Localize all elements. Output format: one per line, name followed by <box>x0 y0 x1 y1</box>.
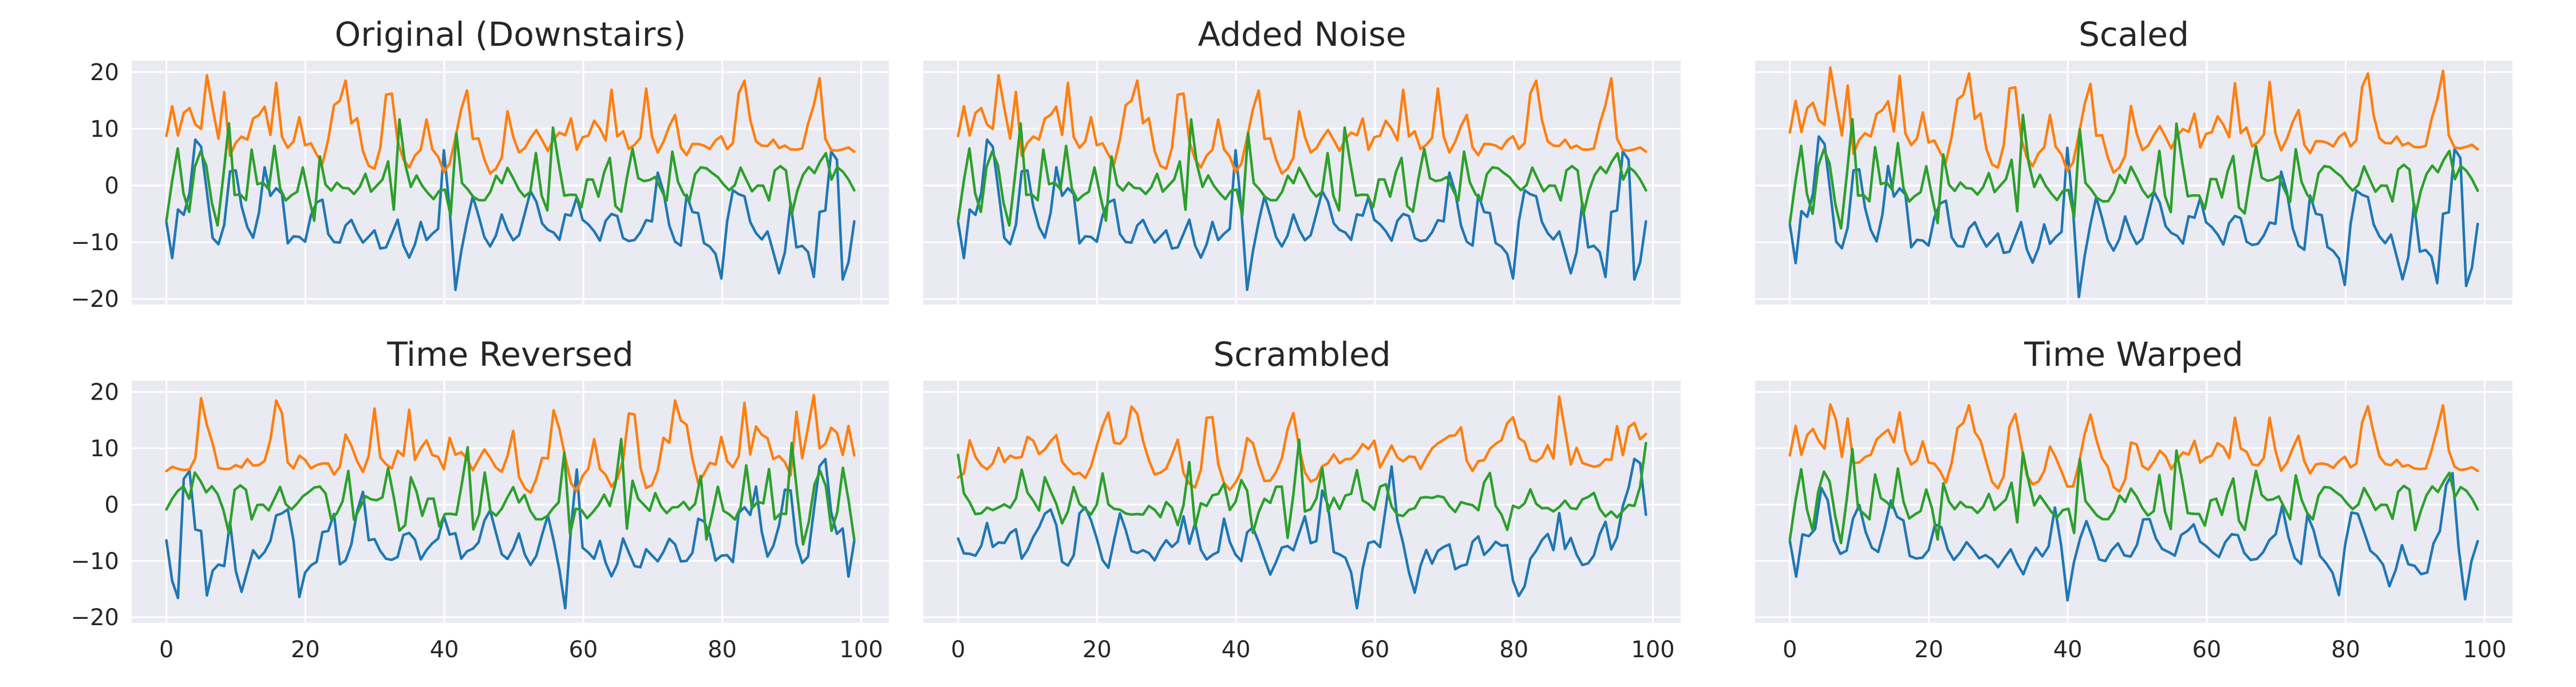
x-tick-label: 40 <box>1222 637 1251 663</box>
x-tick-label: 20 <box>1914 637 1943 663</box>
x-tick-label: 20 <box>291 637 320 663</box>
x-tick-label: 100 <box>839 637 883 663</box>
y-tick-label: 20 <box>90 380 119 406</box>
plot-background <box>132 381 889 623</box>
plot-background <box>132 61 889 305</box>
y-tick-label: 0 <box>105 492 119 518</box>
series-line-2 <box>165 394 856 494</box>
x-tick-label: 40 <box>430 637 459 663</box>
y-tick-label: 20 <box>90 60 119 86</box>
x-tick-label: 60 <box>1360 637 1389 663</box>
chart-panel-6: Time Warped 0 20 40 60 80 100 <box>1755 335 2512 663</box>
x-tick-label: 60 <box>568 637 598 663</box>
x-tick-label: 0 <box>951 637 965 663</box>
chart-panel-5: Scrambled 0 20 40 60 80 100 <box>923 335 1681 663</box>
panel-title: Time Warped <box>2024 335 2243 374</box>
y-tick-label: 0 <box>105 173 119 199</box>
series-line-1 <box>957 457 1647 610</box>
x-tick-label: 0 <box>1783 637 1797 663</box>
series-line-2 <box>1788 66 2479 174</box>
x-tick-label: 80 <box>2331 637 2360 663</box>
series-line-2 <box>1788 403 2479 493</box>
x-tick-label: 20 <box>1082 637 1112 663</box>
chart-panel-4: Time Reversed −20 −10 0 10 20 0 20 40 60 80 100 <box>71 335 889 663</box>
x-tick-label: 100 <box>2463 637 2506 663</box>
panel-title: Scrambled <box>1213 335 1390 374</box>
x-tick-label: 60 <box>2192 637 2221 663</box>
y-tick-label: −10 <box>71 230 119 256</box>
x-tick-label: 0 <box>159 637 173 663</box>
series-line-2 <box>957 74 1647 175</box>
plot-background <box>923 61 1681 305</box>
series-line-3 <box>1788 448 2479 544</box>
panel-title: Time Reversed <box>386 335 633 374</box>
x-tick-label: 40 <box>2053 637 2083 663</box>
panel-title: Original (Downstairs) <box>335 15 686 54</box>
chart-panel-3: Scaled <box>1755 15 2512 305</box>
panel-title: Added Noise <box>1198 15 1406 54</box>
chart-panel-1: Original (Downstairs) −20 −10 0 10 20 <box>71 15 889 313</box>
y-tick-label: −10 <box>71 548 119 575</box>
series-line-3 <box>165 437 856 546</box>
y-tick-label: −20 <box>71 286 119 313</box>
series-line-3 <box>957 118 1647 227</box>
panel-title: Scaled <box>2079 15 2189 54</box>
y-tick-label: 10 <box>90 116 119 143</box>
series-line-1 <box>1788 472 2479 602</box>
series-line-2 <box>165 74 856 175</box>
y-tick-label: −20 <box>71 605 119 631</box>
y-tick-label: 10 <box>90 436 119 462</box>
x-tick-label: 80 <box>708 637 737 663</box>
x-tick-label: 100 <box>1631 637 1674 663</box>
plot-background <box>923 381 1681 623</box>
series-line-3 <box>1788 113 2479 230</box>
plot-background <box>1755 381 2512 623</box>
series-line-3 <box>165 118 856 227</box>
series-line-3 <box>957 438 1647 539</box>
x-tick-label: 80 <box>1499 637 1528 663</box>
chart-panel-2: Added Noise <box>923 15 1681 305</box>
